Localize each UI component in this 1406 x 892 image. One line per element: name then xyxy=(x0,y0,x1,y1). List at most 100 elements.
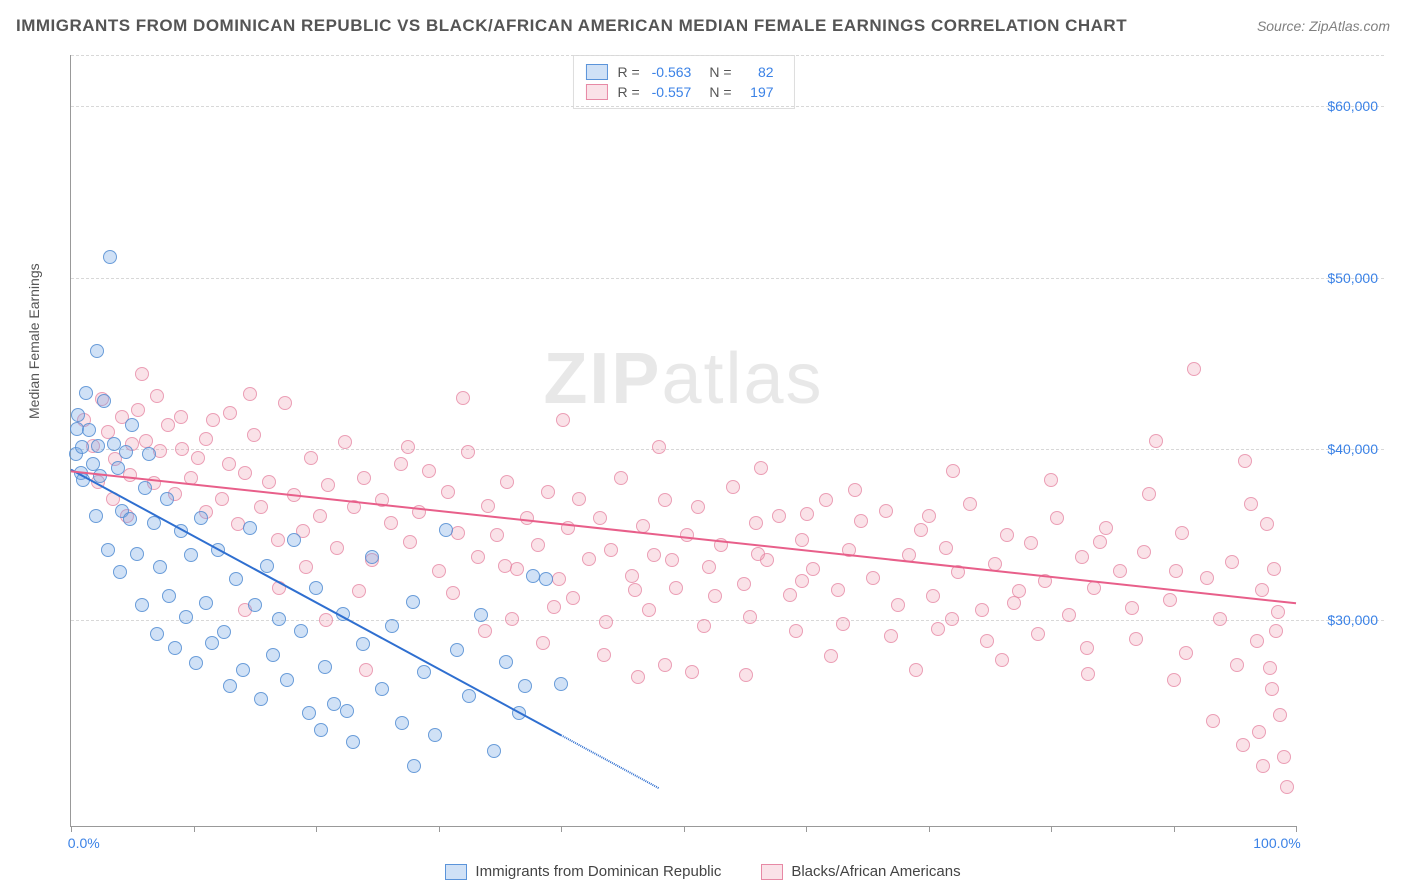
scatter-point-pink xyxy=(789,624,803,638)
scatter-point-blue xyxy=(217,625,231,639)
scatter-point-blue xyxy=(184,548,198,562)
scatter-point-pink xyxy=(1271,605,1285,619)
scatter-point-pink xyxy=(490,528,504,542)
scatter-point-pink xyxy=(795,574,809,588)
scatter-point-pink xyxy=(552,572,566,586)
scatter-point-pink xyxy=(658,493,672,507)
scatter-point-blue xyxy=(474,608,488,622)
scatter-point-pink xyxy=(184,471,198,485)
scatter-point-pink xyxy=(1167,673,1181,687)
scatter-point-pink xyxy=(498,559,512,573)
scatter-point-pink xyxy=(642,603,656,617)
scatter-point-blue xyxy=(406,595,420,609)
scatter-point-pink xyxy=(914,523,928,537)
scatter-point-pink xyxy=(708,589,722,603)
scatter-point-pink xyxy=(1062,608,1076,622)
scatter-point-pink xyxy=(215,492,229,506)
gridline xyxy=(71,106,1384,107)
scatter-point-pink xyxy=(1142,487,1156,501)
scatter-point-pink xyxy=(783,588,797,602)
scatter-point-pink xyxy=(628,583,642,597)
scatter-point-pink xyxy=(319,613,333,627)
correlation-stats-box: R =-0.563N =82R =-0.557N =197 xyxy=(572,55,794,109)
scatter-point-blue xyxy=(125,418,139,432)
scatter-point-pink xyxy=(842,543,856,557)
scatter-point-pink xyxy=(739,668,753,682)
scatter-point-pink xyxy=(1169,564,1183,578)
scatter-point-pink xyxy=(652,440,666,454)
scatter-point-pink xyxy=(1050,511,1064,525)
y-tick-label: $40,000 xyxy=(1327,441,1378,457)
scatter-point-pink xyxy=(106,492,120,506)
scatter-point-blue xyxy=(236,663,250,677)
scatter-point-blue xyxy=(272,612,286,626)
scatter-point-blue xyxy=(385,619,399,633)
scatter-point-pink xyxy=(909,663,923,677)
scatter-point-blue xyxy=(93,469,107,483)
legend-label: Blacks/African Americans xyxy=(791,863,960,880)
scatter-point-blue xyxy=(526,569,540,583)
scatter-point-pink xyxy=(963,497,977,511)
scatter-point-pink xyxy=(945,612,959,626)
scatter-point-blue xyxy=(160,492,174,506)
scatter-point-pink xyxy=(541,485,555,499)
scatter-point-pink xyxy=(754,461,768,475)
scatter-point-pink xyxy=(631,670,645,684)
scatter-point-pink xyxy=(338,435,352,449)
scatter-point-pink xyxy=(1244,497,1258,511)
scatter-point-blue xyxy=(123,512,137,526)
scatter-point-pink xyxy=(922,509,936,523)
scatter-point-pink xyxy=(1225,555,1239,569)
scatter-point-blue xyxy=(266,648,280,662)
scatter-point-blue xyxy=(135,598,149,612)
scatter-point-pink xyxy=(566,591,580,605)
scatter-point-pink xyxy=(669,581,683,595)
scatter-point-pink xyxy=(831,583,845,597)
scatter-point-pink xyxy=(1260,517,1274,531)
scatter-point-blue xyxy=(174,524,188,538)
scatter-point-pink xyxy=(714,538,728,552)
scatter-point-blue xyxy=(417,665,431,679)
scatter-point-pink xyxy=(1256,759,1270,773)
scatter-point-pink xyxy=(866,571,880,585)
scatter-point-pink xyxy=(572,492,586,506)
scatter-point-pink xyxy=(975,603,989,617)
gridline xyxy=(71,620,1384,621)
scatter-point-blue xyxy=(356,637,370,651)
scatter-point-blue xyxy=(189,656,203,670)
scatter-point-pink xyxy=(824,649,838,663)
scatter-point-pink xyxy=(321,478,335,492)
scatter-point-blue xyxy=(365,550,379,564)
scatter-point-pink xyxy=(806,562,820,576)
n-label: N = xyxy=(709,84,731,100)
scatter-point-pink xyxy=(135,367,149,381)
x-tick xyxy=(806,826,807,832)
scatter-point-blue xyxy=(71,408,85,422)
scatter-point-pink xyxy=(1179,646,1193,660)
scatter-point-blue xyxy=(539,572,553,586)
scatter-point-pink xyxy=(243,387,257,401)
stats-row-pink: R =-0.557N =197 xyxy=(585,82,781,102)
legend-item-pink: Blacks/African Americans xyxy=(761,863,960,880)
scatter-point-pink xyxy=(582,552,596,566)
scatter-point-pink xyxy=(658,658,672,672)
scatter-point-pink xyxy=(175,442,189,456)
scatter-point-pink xyxy=(1080,641,1094,655)
scatter-point-pink xyxy=(432,564,446,578)
r-label: R = xyxy=(617,84,639,100)
scatter-point-blue xyxy=(179,610,193,624)
scatter-point-pink xyxy=(1000,528,1014,542)
scatter-point-blue xyxy=(205,636,219,650)
scatter-point-pink xyxy=(287,488,301,502)
scatter-point-pink xyxy=(1125,601,1139,615)
scatter-point-pink xyxy=(199,432,213,446)
scatter-point-pink xyxy=(1113,564,1127,578)
scatter-point-pink xyxy=(536,636,550,650)
scatter-point-blue xyxy=(194,511,208,525)
legend: Immigrants from Dominican RepublicBlacks… xyxy=(0,863,1406,880)
scatter-point-pink xyxy=(988,557,1002,571)
scatter-point-pink xyxy=(500,475,514,489)
scatter-point-pink xyxy=(1252,725,1266,739)
scatter-point-pink xyxy=(313,509,327,523)
scatter-point-pink xyxy=(939,541,953,555)
